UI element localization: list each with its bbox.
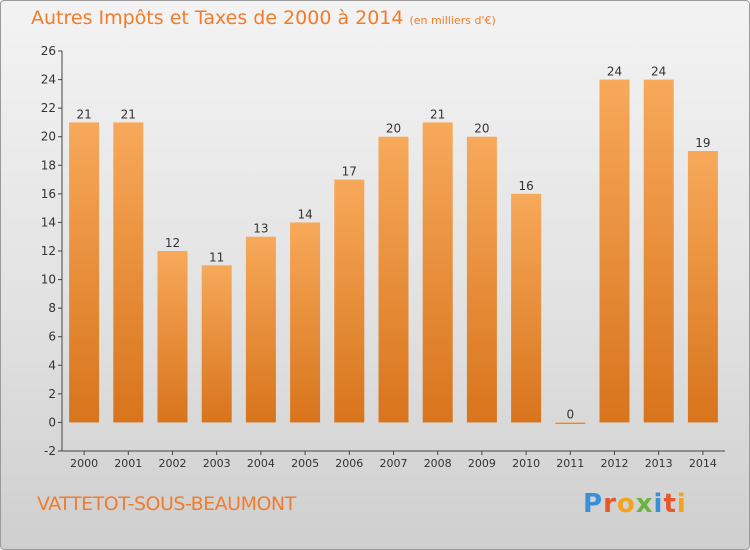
y-tick-label: 4	[48, 358, 56, 372]
y-tick-label: 2	[48, 387, 56, 401]
bar-value-label: 11	[209, 250, 224, 264]
bar	[511, 193, 542, 423]
bar	[334, 179, 365, 423]
bar	[113, 122, 144, 423]
bar-value-label: 12	[165, 236, 180, 250]
x-tick-label: 2005	[291, 457, 319, 470]
y-tick-label: 26	[41, 44, 56, 58]
y-tick-label: 10	[41, 273, 56, 287]
y-tick-label: 16	[41, 187, 56, 201]
bar	[245, 236, 276, 423]
bar-value-label: 19	[695, 136, 710, 150]
chart-title: Autres Impôts et Taxes de 2000 à 2014 (en…	[31, 7, 496, 29]
y-tick-label: 24	[41, 73, 56, 87]
bar-value-label: 20	[386, 122, 401, 136]
bar	[422, 122, 453, 423]
y-tick-label: 8	[48, 301, 56, 315]
y-tick-label: 0	[48, 415, 56, 429]
y-tick-label: -2	[44, 444, 56, 458]
y-tick-label: 12	[41, 244, 56, 258]
y-tick-label: 6	[48, 330, 56, 344]
proxiti-logo: Proxiti	[583, 489, 687, 519]
bar-value-label: 24	[651, 65, 666, 79]
bar	[378, 136, 409, 423]
bar-value-label: 16	[518, 179, 533, 193]
x-tick-label: 2002	[159, 457, 187, 470]
y-tick-label: 14	[41, 215, 56, 229]
bar-value-label: 21	[430, 107, 445, 121]
x-tick-label: 2010	[512, 457, 540, 470]
bar-value-label: 20	[474, 122, 489, 136]
x-tick-label: 2001	[114, 457, 142, 470]
x-tick-label: 2012	[601, 457, 629, 470]
x-tick-label: 2000	[70, 457, 98, 470]
bar-value-label: 14	[297, 207, 312, 221]
chart-unit: (en milliers d'€)	[409, 14, 496, 27]
bar	[290, 222, 321, 423]
x-tick-label: 2003	[203, 457, 231, 470]
bar	[555, 422, 586, 424]
bar	[69, 122, 100, 423]
x-tick-label: 2014	[689, 457, 717, 470]
x-tick-label: 2006	[335, 457, 363, 470]
bar	[643, 79, 674, 423]
bar-value-label: 21	[121, 107, 136, 121]
bar-value-label: 24	[607, 65, 622, 79]
y-tick-label: 22	[41, 101, 56, 115]
bar	[157, 251, 188, 423]
x-tick-label: 2013	[645, 457, 673, 470]
bar	[466, 136, 497, 423]
bar-value-label: 0	[566, 407, 574, 421]
bar	[599, 79, 630, 423]
bar	[201, 265, 232, 423]
y-tick-label: 18	[41, 158, 56, 172]
x-tick-label: 2009	[468, 457, 496, 470]
bar-value-label: 13	[253, 222, 268, 236]
bar	[687, 151, 718, 423]
y-tick-label: 20	[41, 130, 56, 144]
x-tick-label: 2007	[380, 457, 408, 470]
commune-name: VATTETOT-SOUS-BEAUMONT	[37, 493, 296, 515]
x-tick-label: 2008	[424, 457, 452, 470]
bar-value-label: 21	[76, 107, 91, 121]
bar-value-label: 17	[342, 165, 357, 179]
chart-title-text: Autres Impôts et Taxes de 2000 à 2014	[31, 7, 404, 29]
x-tick-label: 2004	[247, 457, 275, 470]
x-tick-label: 2011	[556, 457, 584, 470]
